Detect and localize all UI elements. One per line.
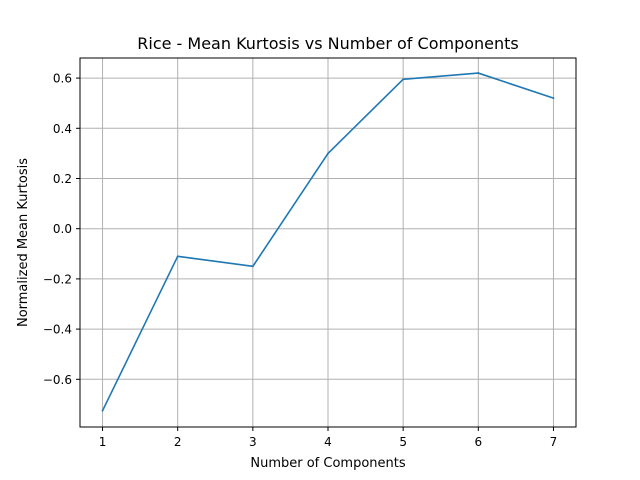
data-point (327, 152, 329, 155)
y-tick-label: −0.6 (43, 373, 72, 387)
data-point (402, 78, 405, 81)
chart-title: Rice - Mean Kurtosis vs Number of Compon… (137, 34, 519, 53)
series-layer (101, 72, 555, 412)
y-tick-label: 0.4 (53, 122, 72, 136)
x-tick-label: 4 (324, 435, 332, 449)
y-tick-label: −0.2 (43, 272, 72, 286)
x-axis-label: Number of Components (250, 456, 405, 471)
y-tick-label: 0.6 (53, 72, 72, 86)
x-tick-label: 2 (174, 435, 182, 449)
y-tick-label: 0.0 (53, 222, 72, 236)
data-point (552, 97, 555, 100)
data-point (251, 265, 254, 268)
y-axis-label: Normalized Mean Kurtosis (16, 158, 31, 327)
data-point (101, 409, 104, 412)
y-tick-label: 0.2 (53, 172, 72, 186)
x-tick-label: 1 (99, 435, 107, 449)
y-axis: −0.6 −0.4 −0.2 0.0 0.2 0.4 0.6 (43, 72, 80, 387)
x-axis: 1 2 3 4 5 6 7 (99, 427, 558, 449)
x-tick-label: 6 (474, 435, 482, 449)
x-tick-label: 3 (249, 435, 257, 449)
y-tick-label: −0.4 (43, 323, 72, 337)
x-tick-label: 7 (550, 435, 558, 449)
x-tick-label: 5 (399, 435, 407, 449)
data-point (176, 255, 179, 258)
data-point (477, 72, 480, 74)
